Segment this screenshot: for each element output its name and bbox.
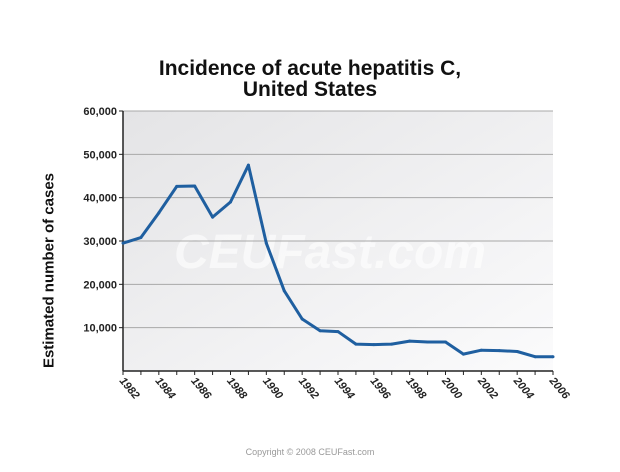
x-tick-label: 1982 bbox=[117, 375, 142, 401]
data-point bbox=[461, 352, 465, 356]
data-point bbox=[426, 340, 430, 344]
y-tick-label: 60,000 bbox=[83, 106, 117, 118]
x-tick-label: 1994 bbox=[332, 375, 357, 401]
data-point bbox=[533, 355, 537, 359]
x-tick-label: 1990 bbox=[260, 375, 285, 402]
data-point bbox=[300, 317, 304, 321]
data-point bbox=[246, 163, 250, 167]
x-tick-label: 1998 bbox=[403, 375, 428, 402]
y-tick-label: 20,000 bbox=[83, 279, 117, 291]
watermark-logo: CEUFast.com bbox=[174, 226, 486, 279]
data-point bbox=[175, 184, 179, 188]
data-point bbox=[390, 342, 394, 346]
data-point bbox=[336, 330, 340, 334]
chart-title-line-1: Incidence of acute hepatitis C, bbox=[158, 57, 462, 80]
x-tick-label: 2004 bbox=[510, 374, 536, 401]
x-tick-label: 2006 bbox=[546, 374, 572, 402]
data-point bbox=[264, 241, 268, 245]
chart-title-line-2: United States bbox=[242, 78, 378, 101]
data-point bbox=[372, 343, 376, 347]
data-point bbox=[408, 339, 412, 343]
data-point bbox=[282, 289, 286, 293]
copyright-text: Copyright © 2008 CEUFast.com bbox=[245, 447, 375, 457]
data-point bbox=[551, 355, 555, 359]
data-point bbox=[139, 236, 143, 240]
data-point bbox=[515, 350, 519, 353]
data-point bbox=[211, 215, 215, 219]
chart-title: Incidence of acute hepatitis C, United S… bbox=[0, 58, 620, 100]
y-tick-label: 30,000 bbox=[83, 236, 117, 248]
x-tick-label: 1986 bbox=[188, 375, 213, 402]
x-tick-label: 2000 bbox=[439, 374, 465, 402]
x-tick-label: 1992 bbox=[296, 375, 321, 401]
y-tick-label: 50,000 bbox=[83, 149, 117, 161]
data-point bbox=[479, 348, 483, 352]
data-point bbox=[193, 184, 197, 188]
y-tick-label: 10,000 bbox=[83, 323, 117, 335]
data-point bbox=[497, 349, 501, 353]
data-point bbox=[157, 211, 161, 215]
x-tick-label: 1996 bbox=[368, 375, 393, 402]
y-tick-label: 40,000 bbox=[83, 193, 117, 205]
data-point bbox=[354, 342, 358, 346]
data-point bbox=[121, 241, 125, 245]
x-tick-label: 1988 bbox=[224, 375, 249, 402]
x-tick-label: 1984 bbox=[153, 375, 178, 401]
data-point bbox=[318, 329, 322, 333]
x-tick-label: 2002 bbox=[474, 374, 500, 401]
data-point bbox=[229, 200, 232, 204]
data-point bbox=[444, 340, 447, 344]
